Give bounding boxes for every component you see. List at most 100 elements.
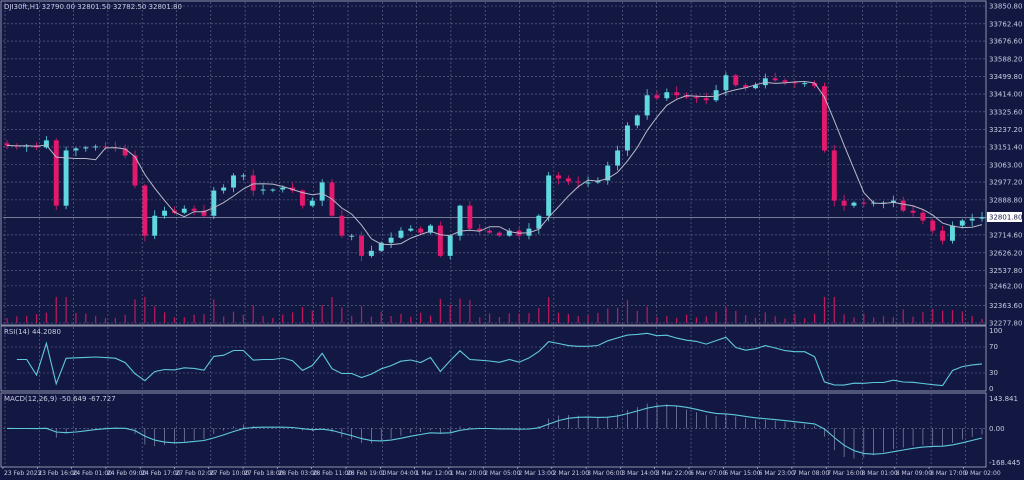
candle-body: [703, 98, 709, 101]
macd-level-bottom: -168.445: [989, 459, 1020, 467]
candle-body: [428, 225, 433, 233]
rsi-level-0: 0: [989, 385, 993, 393]
candle-body: [103, 146, 108, 148]
volume-bar: [360, 306, 363, 323]
time-tick-label: 3 Mar 14:00: [621, 470, 657, 477]
price-tick-label: 33676.60: [989, 38, 1022, 46]
volume-bar: [764, 312, 766, 323]
volume-bar: [459, 298, 461, 323]
current-price-tag-bg: [987, 212, 1022, 222]
rsi-label: RSI(14) 44.2080: [4, 328, 61, 336]
volume-bar: [469, 300, 471, 323]
volume-bar: [321, 305, 323, 323]
macd-signal-line: [6, 404, 983, 455]
volume-bar: [873, 317, 875, 323]
macd-label: MACD(12,26,9) -50.649 -67.727: [4, 395, 116, 403]
volume-bar: [420, 312, 422, 323]
candle-body: [772, 78, 778, 81]
current-price-tag: 32801.80: [989, 214, 1022, 222]
time-tick-label: 27 Feb 02:00: [176, 470, 216, 477]
candle-body: [231, 175, 236, 188]
price-axis: 33850.80 33762.40 33676.60 33588.20 33499.80…: [989, 3, 1022, 328]
panel-frame: [0, 325, 987, 392]
volume-bar: [676, 317, 678, 323]
candle-body: [437, 225, 443, 256]
candle-body: [506, 230, 512, 236]
macd-histogram: [16, 403, 983, 459]
price-tick-label: 33325.60: [989, 108, 1022, 116]
volume-bar: [341, 307, 343, 323]
volume-bar: [242, 314, 244, 323]
volume-bar: [951, 310, 954, 323]
volume-bar: [942, 310, 944, 323]
volume-bar: [518, 313, 520, 323]
candle-body: [191, 208, 197, 211]
volume-bar: [981, 318, 983, 323]
volume-bar: [597, 312, 599, 323]
candle-body: [605, 165, 611, 181]
volume-bar: [843, 314, 845, 323]
rsi-level-30: 30: [989, 369, 998, 377]
volume-bar: [488, 313, 491, 323]
time-tick-label: 8 Mar 01:00: [862, 470, 898, 477]
volume-bar: [104, 318, 107, 323]
time-tick-label: 2 Mar 05:00: [484, 470, 520, 477]
volume-bar: [863, 313, 865, 323]
volume-bar: [804, 318, 806, 323]
candle-body: [408, 228, 414, 231]
price-tick-label: 33499.80: [989, 73, 1022, 81]
macd-level-top: 143.841: [989, 395, 1018, 403]
volume-bar: [705, 316, 707, 323]
volume-bar: [173, 317, 176, 323]
volume-bar: [833, 297, 835, 323]
volume-bar: [784, 318, 786, 323]
price-tick-label: 32462.00: [989, 282, 1022, 290]
candle-body: [132, 155, 138, 186]
volume-bar: [95, 316, 97, 323]
candle-body: [575, 181, 581, 183]
price-tick-label: 32363.60: [989, 302, 1022, 310]
price-tick-label: 33762.40: [989, 20, 1022, 28]
candle-body: [73, 148, 79, 151]
candlesticks: [4, 72, 985, 262]
volume-bar: [626, 300, 629, 323]
volume-bar: [882, 316, 885, 323]
volume-bar: [971, 316, 973, 323]
volume-bar: [587, 315, 589, 323]
candle-body: [634, 115, 640, 126]
candle-body: [743, 85, 749, 89]
volume-bar: [617, 307, 619, 323]
volume-bar: [262, 316, 264, 323]
candle-body: [821, 86, 827, 151]
volume-bar: [715, 311, 717, 323]
volume-bar: [223, 316, 225, 323]
candle-body: [250, 175, 256, 191]
volume-bar: [193, 314, 195, 323]
candle-body: [477, 228, 483, 231]
volume-bar: [124, 314, 126, 323]
volume-bar: [292, 312, 294, 323]
volume-bar: [183, 317, 185, 323]
time-tick-label: 6 Mar 07:00: [690, 470, 726, 477]
time-tick-label: 27 Feb 10:00: [210, 470, 250, 477]
volume-bar: [479, 317, 481, 323]
volume-bar: [213, 299, 215, 323]
volume-bar: [301, 307, 304, 323]
candle-body: [388, 237, 394, 243]
candle-body: [624, 125, 630, 151]
time-tick-label: 24 Feb 17:00: [141, 470, 181, 477]
rsi-level-100: 100: [989, 327, 1002, 335]
volume-bar: [163, 312, 166, 323]
volume-bar: [695, 317, 697, 323]
panel-frame: [0, 0, 987, 326]
candle-body: [556, 175, 561, 179]
volume-bar: [567, 313, 569, 323]
time-tick-label: 9 Mar 02:00: [964, 470, 1000, 477]
time-tick-label: 1 Mar 20:00: [450, 470, 486, 477]
candle-body: [831, 150, 837, 201]
candle-body: [418, 228, 424, 233]
candle-body: [684, 95, 690, 98]
candle-body: [713, 90, 719, 101]
candle-body: [802, 83, 808, 85]
